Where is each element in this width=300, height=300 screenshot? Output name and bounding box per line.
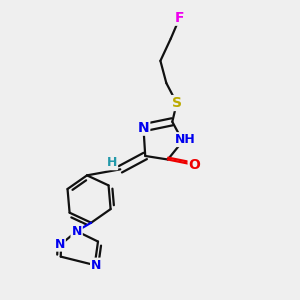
Text: N: N (138, 121, 149, 135)
Text: N: N (91, 259, 101, 272)
Text: S: S (172, 96, 182, 110)
Text: N: N (55, 238, 65, 250)
Text: NH: NH (175, 133, 195, 146)
Text: N: N (71, 225, 82, 238)
Text: H: H (107, 156, 117, 169)
Text: O: O (189, 158, 200, 172)
Text: F: F (175, 11, 184, 25)
